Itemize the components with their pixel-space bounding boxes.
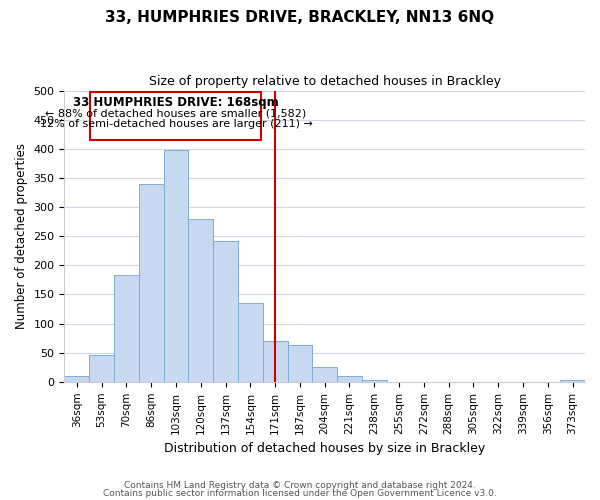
Text: Contains public sector information licensed under the Open Government Licence v3: Contains public sector information licen… bbox=[103, 488, 497, 498]
Bar bbox=[139, 184, 164, 382]
Bar bbox=[560, 380, 585, 382]
Bar bbox=[114, 275, 139, 382]
Text: 12% of semi-detached houses are larger (211) →: 12% of semi-detached houses are larger (… bbox=[40, 118, 313, 128]
Text: 33 HUMPHRIES DRIVE: 168sqm: 33 HUMPHRIES DRIVE: 168sqm bbox=[73, 96, 279, 110]
Bar bbox=[238, 302, 263, 382]
Bar bbox=[164, 150, 188, 382]
FancyBboxPatch shape bbox=[91, 92, 262, 140]
Bar bbox=[263, 341, 287, 382]
X-axis label: Distribution of detached houses by size in Brackley: Distribution of detached houses by size … bbox=[164, 442, 485, 455]
Text: 33, HUMPHRIES DRIVE, BRACKLEY, NN13 6NQ: 33, HUMPHRIES DRIVE, BRACKLEY, NN13 6NQ bbox=[106, 10, 494, 25]
Bar bbox=[213, 241, 238, 382]
Y-axis label: Number of detached properties: Number of detached properties bbox=[15, 143, 28, 329]
Text: ← 88% of detached houses are smaller (1,582): ← 88% of detached houses are smaller (1,… bbox=[46, 108, 307, 118]
Bar bbox=[64, 376, 89, 382]
Bar bbox=[337, 376, 362, 382]
Title: Size of property relative to detached houses in Brackley: Size of property relative to detached ho… bbox=[149, 75, 501, 88]
Bar bbox=[313, 366, 337, 382]
Text: Contains HM Land Registry data © Crown copyright and database right 2024.: Contains HM Land Registry data © Crown c… bbox=[124, 481, 476, 490]
Bar bbox=[89, 355, 114, 382]
Bar bbox=[188, 220, 213, 382]
Bar bbox=[362, 380, 386, 382]
Bar bbox=[287, 345, 313, 382]
